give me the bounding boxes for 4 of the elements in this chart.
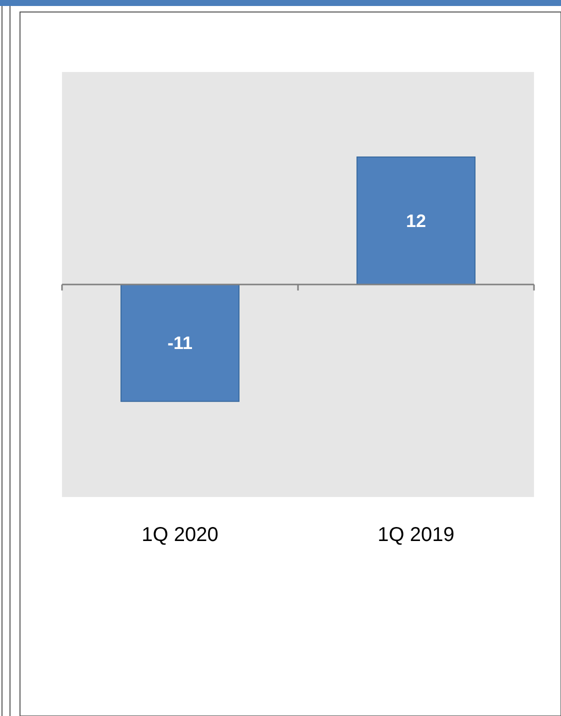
data-label: -11 [167,333,193,354]
x-tick-label: 1Q 2019 [378,524,454,546]
data-label: 12 [406,211,426,232]
x-tick-label: 1Q 2020 [142,524,218,546]
